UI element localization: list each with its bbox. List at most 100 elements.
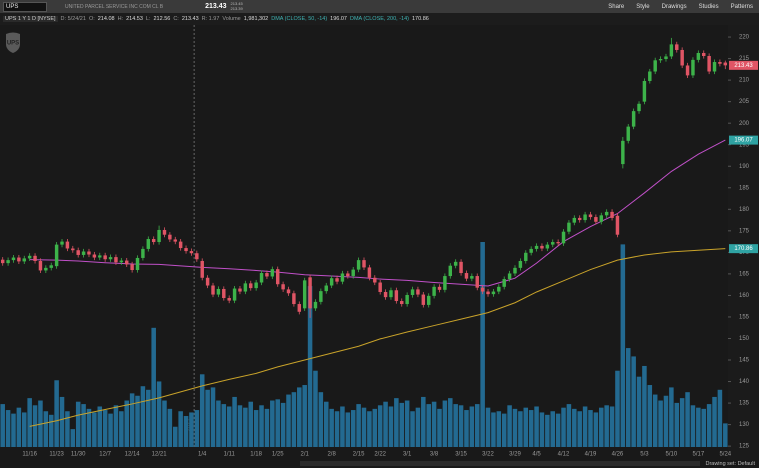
candle-body — [71, 248, 75, 251]
candle-body — [329, 278, 334, 286]
volume-bar — [685, 392, 690, 447]
volume-bar — [723, 423, 728, 447]
volume-bar — [291, 392, 297, 447]
x-tick-label: 4/12 — [558, 452, 570, 458]
y-tick-label: 200 — [739, 121, 750, 127]
candle-body — [712, 62, 717, 72]
volume-bar — [264, 408, 270, 447]
drawing-set[interactable]: Drawing set: Default — [705, 461, 755, 467]
candle-body — [33, 255, 37, 261]
bid-ask: 213.45 213.39 — [230, 1, 243, 11]
volume-bar — [135, 395, 140, 447]
volume-bar — [178, 411, 183, 447]
x-tick-label: 1/25 — [272, 452, 284, 458]
y-tick-label: 145 — [739, 358, 750, 364]
candle-body — [98, 255, 102, 258]
range: R: 1.97 — [201, 16, 220, 22]
candle-body — [302, 280, 307, 309]
candle-body — [497, 286, 501, 292]
volume-bar — [528, 410, 534, 447]
candle-body — [410, 289, 415, 295]
volume-bar — [70, 429, 76, 447]
moving-average-line — [29, 139, 726, 287]
volume-value: 1,981,302 — [243, 16, 269, 22]
volume-bar — [464, 410, 469, 447]
volume-bar — [248, 401, 254, 447]
volume-bar — [22, 412, 27, 447]
candle-body — [146, 239, 151, 249]
drawings-button[interactable]: Drawings — [661, 3, 687, 10]
candle-body — [157, 229, 161, 243]
candle-body — [400, 301, 404, 305]
volume-bar — [113, 405, 119, 447]
bid: 213.45 — [230, 1, 243, 6]
candle-body — [335, 278, 339, 282]
candle-body — [265, 273, 269, 277]
candle-body — [297, 304, 302, 312]
candle-body — [378, 282, 382, 292]
share-button[interactable]: Share — [608, 3, 625, 10]
volume-bar — [32, 405, 38, 447]
patterns-button[interactable]: Patterns — [730, 3, 753, 10]
candle-body — [718, 62, 722, 64]
volume-bar — [566, 404, 572, 447]
company-name: UNITED PARCEL SERVICE INC COM CL B — [65, 3, 164, 10]
candle-body — [54, 244, 59, 267]
candle-body — [502, 279, 506, 287]
high-value: 214.53 — [126, 16, 143, 22]
volume-bar — [199, 374, 205, 447]
studies-button[interactable]: Studies — [698, 3, 719, 10]
style-button[interactable]: Style — [636, 3, 650, 10]
symbol-input[interactable]: UPS — [3, 1, 47, 12]
volume-bar — [350, 410, 356, 447]
volume-bar — [663, 395, 669, 447]
candle-body — [168, 234, 172, 240]
candle-body — [583, 214, 587, 221]
volume-bar — [410, 411, 415, 447]
dma200-name: DMA (CLOSE, 200, -14) — [349, 16, 409, 22]
volume-bar — [448, 398, 453, 447]
volume-bar — [534, 406, 539, 447]
candle-body — [383, 291, 388, 298]
x-tick-label: 12/14 — [125, 452, 141, 458]
candle-body — [222, 288, 226, 299]
candle-body — [0, 259, 5, 264]
x-tick-label: 3/29 — [509, 452, 521, 458]
y-tick-label: 205 — [739, 99, 750, 105]
last-price-box — [729, 60, 758, 70]
y-tick-label: 185 — [739, 185, 750, 191]
x-tick-label: 1/18 — [250, 452, 262, 458]
ask: 213.39 — [230, 5, 243, 11]
candle-body — [405, 294, 409, 305]
candle-body — [491, 291, 496, 295]
x-tick-label: 3/15 — [455, 452, 467, 458]
volume-bar — [340, 406, 345, 447]
candle-body — [108, 257, 113, 260]
volume-bar — [102, 410, 108, 447]
chart-label[interactable]: UPS 1 Y 1 D [NYSE] — [3, 16, 58, 22]
volume-bar — [599, 407, 604, 447]
volume-bar — [442, 400, 448, 447]
volume-bar — [92, 412, 97, 447]
candle-body — [658, 59, 663, 61]
volume-bar — [712, 396, 717, 447]
x-tick-label: 5/10 — [666, 452, 678, 458]
volume-bar — [706, 404, 712, 447]
candle-body — [243, 283, 248, 292]
y-tick-label: 140 — [739, 379, 750, 385]
candle-body — [200, 260, 204, 278]
volume-bar — [717, 389, 723, 447]
candle-body — [356, 260, 361, 270]
volume-bar — [421, 396, 426, 447]
x-tick-label: 3/8 — [430, 452, 439, 458]
volume-bar — [577, 411, 582, 447]
scrollbar[interactable] — [300, 461, 700, 466]
volume-bar — [27, 398, 32, 447]
candle-body — [65, 241, 70, 249]
y-tick-label: 160 — [739, 293, 750, 299]
y-tick-label: 220 — [739, 35, 750, 41]
volume-bar — [582, 406, 588, 447]
ma-price-box — [729, 135, 758, 145]
candle-body — [577, 217, 582, 221]
